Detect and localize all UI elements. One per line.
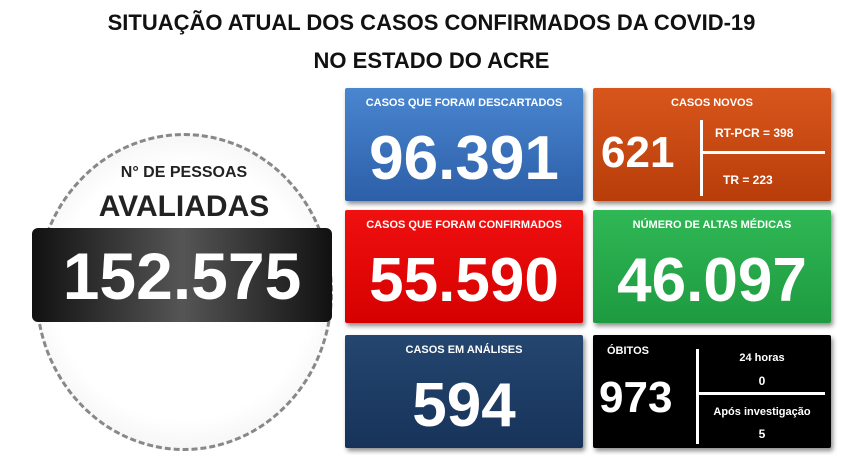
divider [696, 392, 825, 395]
divider [696, 349, 699, 444]
breakdown: TR = 223 [723, 173, 773, 187]
label: N° DE PESSOAS [120, 164, 248, 181]
label: AVALIADAS [98, 190, 270, 223]
breakdown: 0 [758, 374, 766, 388]
card: CASOS QUE FORAM CONFIRMADOS 55.590 [345, 210, 583, 323]
breakdown: 5 [758, 427, 766, 441]
card-title: CASOS EM ANÁLISES [405, 344, 523, 356]
card-value: 46.097 [617, 246, 807, 315]
title: NO ESTADO DO ACRE [313, 48, 550, 73]
card-value: 973 [599, 373, 673, 422]
card: ÓBITOS 973 24 horas 0 Após investigação … [593, 335, 831, 448]
card-title: CASOS NOVOS [671, 97, 753, 109]
card-title: CASOS QUE FORAM DESCARTADOS [365, 97, 563, 109]
breakdown: Após investigação [713, 406, 811, 418]
banner [32, 228, 332, 322]
card: CASOS EM ANÁLISES 594 [345, 335, 583, 448]
card: NÚMERO DE ALTAS MÉDICAS 46.097 [593, 210, 831, 323]
card-title: NÚMERO DE ALTAS MÉDICAS [632, 219, 792, 231]
card-value: 96.391 [369, 124, 559, 193]
title: SITUAÇÃO ATUAL DOS CASOS CONFIRMADOS DA … [107, 10, 756, 35]
breakdown: RT-PCR = 398 [715, 126, 794, 140]
card-title: CASOS QUE FORAM CONFIRMADOS [366, 219, 562, 231]
card: CASOS QUE FORAM DESCARTADOS 96.391 [345, 88, 583, 201]
value: 152.575 [62, 239, 302, 313]
divider [700, 120, 703, 196]
card-value: 621 [601, 128, 675, 177]
card-value: 594 [412, 371, 516, 440]
card: CASOS NOVOS 621 RT-PCR = 398 TR = 223 [593, 88, 831, 201]
breakdown: 24 horas [739, 352, 785, 364]
divider [700, 151, 825, 154]
card-value: 55.590 [369, 246, 559, 315]
card-title: ÓBITOS [607, 345, 649, 357]
